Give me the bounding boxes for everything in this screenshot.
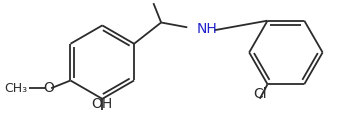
Text: Cl: Cl <box>253 87 267 101</box>
Text: O: O <box>43 81 54 95</box>
Text: CH₃: CH₃ <box>4 82 27 95</box>
Text: NH: NH <box>197 22 218 36</box>
Text: OH: OH <box>92 97 113 111</box>
